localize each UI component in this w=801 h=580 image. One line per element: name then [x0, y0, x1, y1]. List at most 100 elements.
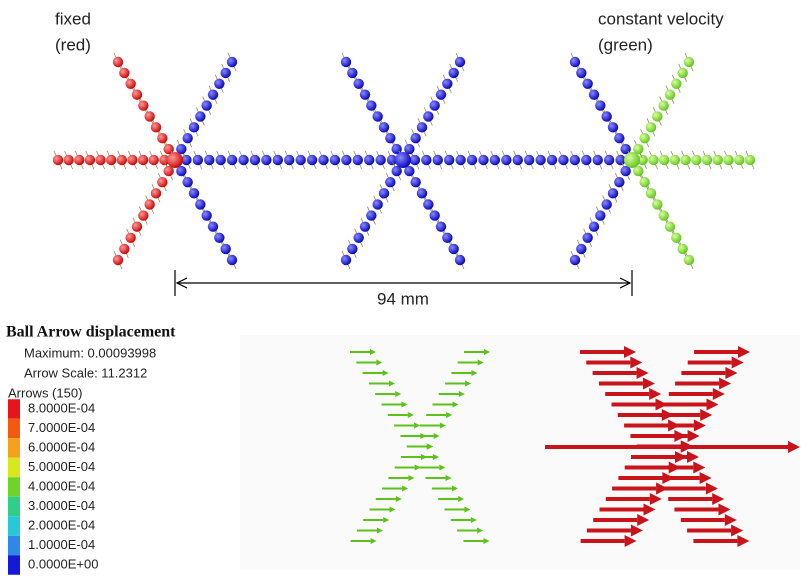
- ball: [189, 122, 199, 132]
- ball: [95, 155, 105, 165]
- ball: [442, 79, 452, 89]
- legend-label: 5.0000E-04: [28, 459, 95, 474]
- ball: [216, 155, 226, 165]
- ball: [576, 68, 586, 78]
- ball: [677, 68, 687, 78]
- ball: [671, 79, 681, 89]
- ball: [608, 122, 618, 132]
- ball: [436, 221, 446, 231]
- ball: [238, 155, 248, 165]
- ball: [745, 155, 755, 165]
- ball: [53, 155, 63, 165]
- ball: [117, 155, 127, 165]
- ball: [670, 155, 680, 165]
- ball: [652, 199, 662, 209]
- ball: [347, 244, 357, 254]
- legend-swatch: [8, 477, 20, 497]
- ball: [366, 100, 376, 110]
- ball: [125, 79, 135, 89]
- ball: [614, 133, 624, 143]
- ball: [295, 155, 305, 165]
- legend-label: 2.0000E-04: [28, 517, 95, 532]
- ball: [652, 111, 662, 121]
- ball: [547, 155, 557, 165]
- legend-label: 0.0000E+00: [28, 556, 98, 571]
- ball: [659, 155, 669, 165]
- legend-text: Maximum: 0.00093998: [24, 345, 156, 360]
- ball: [250, 155, 260, 165]
- ball: [478, 155, 488, 165]
- ball: [423, 111, 433, 121]
- ball: [417, 188, 427, 198]
- legend-swatch: [8, 497, 20, 517]
- ball: [582, 79, 592, 89]
- ball: [138, 210, 148, 220]
- ball: [385, 133, 395, 143]
- ball: [193, 155, 203, 165]
- ball: [341, 155, 351, 165]
- ball: [448, 68, 458, 78]
- ball: [261, 155, 271, 165]
- legend-label: 4.0000E-04: [28, 478, 95, 493]
- ball: [490, 155, 500, 165]
- ball: [364, 155, 374, 165]
- ball: [421, 155, 431, 165]
- legend-label: 3.0000E-04: [28, 498, 95, 513]
- ball: [723, 155, 733, 165]
- ball: [208, 221, 218, 231]
- ball: [330, 155, 340, 165]
- ball: [513, 155, 523, 165]
- ball: [410, 155, 420, 165]
- figure: fixed (red) constant velocity (green) 94…: [0, 0, 801, 575]
- node: [167, 152, 183, 168]
- ball: [227, 155, 237, 165]
- ball: [691, 155, 701, 165]
- ball: [608, 188, 618, 198]
- ball: [353, 233, 363, 243]
- ball: [353, 79, 363, 89]
- ball: [106, 155, 116, 165]
- ball: [220, 68, 230, 78]
- ball: [467, 155, 477, 165]
- ball: [132, 221, 142, 231]
- legend-text: Arrow Scale: 11.2312: [24, 365, 147, 380]
- ball: [589, 89, 599, 99]
- ball: [433, 155, 443, 165]
- legend-swatch: [8, 516, 20, 536]
- legend-swatch: [8, 555, 20, 575]
- ball: [372, 111, 382, 121]
- legend-text: Arrows (150): [8, 385, 82, 400]
- ball: [671, 233, 681, 243]
- ball: [201, 210, 211, 220]
- color-legend: 8.0000E-047.0000E-046.0000E-045.0000E-04…: [8, 399, 98, 575]
- ball: [570, 155, 580, 165]
- ball: [417, 122, 427, 132]
- ball: [144, 111, 154, 121]
- ball: [353, 155, 363, 165]
- ball: [444, 155, 454, 165]
- node: [624, 152, 640, 168]
- ball: [125, 233, 135, 243]
- ball: [455, 57, 465, 67]
- label: constant velocity: [598, 9, 724, 28]
- ball: [524, 155, 534, 165]
- ball: [284, 155, 294, 165]
- ball: [151, 188, 161, 198]
- ball: [702, 155, 712, 165]
- ball: [665, 221, 675, 231]
- ball: [558, 155, 568, 165]
- ball: [85, 155, 95, 165]
- ball: [581, 155, 591, 165]
- ball: [182, 133, 192, 143]
- ball: [341, 57, 351, 67]
- ball: [734, 155, 744, 165]
- ball: [372, 199, 382, 209]
- ball: [658, 210, 668, 220]
- ball: [220, 244, 230, 254]
- legend-label: 1.0000E-04: [28, 537, 95, 552]
- ball: [379, 122, 389, 132]
- ball: [593, 155, 603, 165]
- ball: [614, 177, 624, 187]
- label: (green): [598, 35, 653, 54]
- label: fixed: [55, 9, 91, 28]
